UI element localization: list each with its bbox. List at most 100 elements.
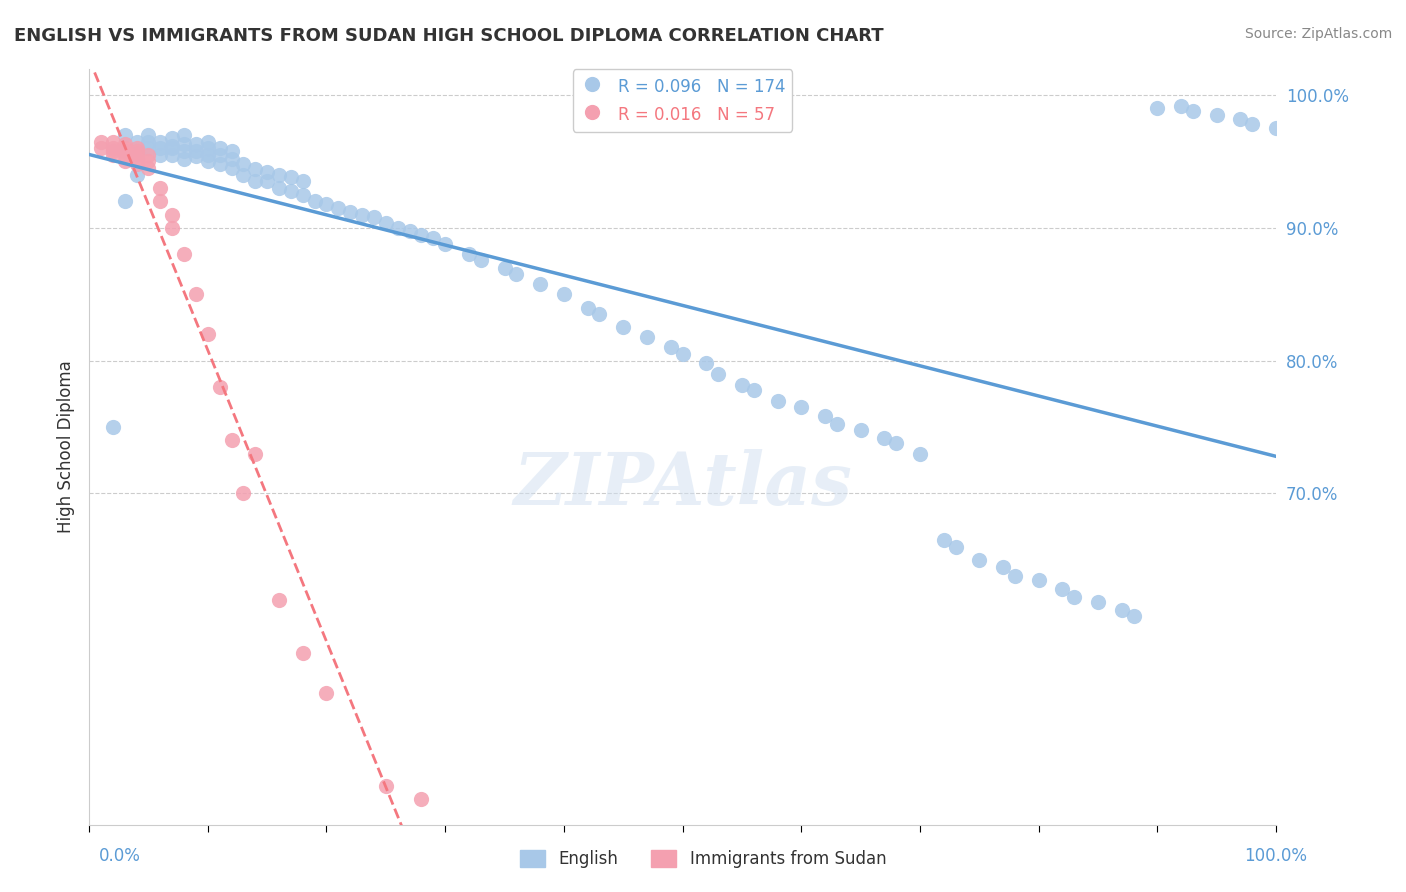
Point xyxy=(267,181,290,195)
Point xyxy=(256,174,278,188)
Point xyxy=(245,162,267,177)
Point xyxy=(125,146,148,161)
Point xyxy=(173,128,195,142)
Point xyxy=(256,165,278,179)
Point xyxy=(221,434,243,448)
Point xyxy=(208,157,231,171)
Point xyxy=(184,287,207,301)
Point xyxy=(328,201,350,215)
Point xyxy=(114,144,136,158)
Point xyxy=(695,356,717,370)
Point xyxy=(208,148,231,162)
Point xyxy=(945,540,967,554)
Point xyxy=(173,137,195,152)
Point xyxy=(291,646,314,660)
Point xyxy=(1052,582,1074,596)
Point xyxy=(125,144,148,158)
Point xyxy=(160,130,183,145)
Point xyxy=(374,779,396,793)
Point xyxy=(1028,573,1050,587)
Point xyxy=(160,141,183,155)
Point xyxy=(149,135,172,149)
Point xyxy=(969,553,991,567)
Point xyxy=(208,141,231,155)
Point xyxy=(1146,101,1168,115)
Point xyxy=(208,380,231,394)
Point xyxy=(363,211,385,225)
Legend: English, Immigrants from Sudan: English, Immigrants from Sudan xyxy=(513,843,893,875)
Point xyxy=(173,144,195,158)
Point xyxy=(197,141,219,155)
Point xyxy=(825,417,848,432)
Text: ZIPAtlas: ZIPAtlas xyxy=(513,450,852,520)
Point xyxy=(398,223,420,237)
Point xyxy=(470,252,492,267)
Point xyxy=(173,152,195,166)
Point xyxy=(1111,603,1133,617)
Legend: R = 0.096   N = 174, R = 0.016   N = 57: R = 0.096 N = 174, R = 0.016 N = 57 xyxy=(574,70,792,132)
Point xyxy=(221,144,243,158)
Point xyxy=(125,141,148,155)
Point xyxy=(291,187,314,202)
Point xyxy=(1087,595,1109,609)
Point xyxy=(612,320,634,334)
Point xyxy=(814,409,837,424)
Point xyxy=(849,423,872,437)
Point xyxy=(160,220,183,235)
Point xyxy=(90,135,112,149)
Text: 0.0%: 0.0% xyxy=(98,847,141,865)
Point xyxy=(125,135,148,149)
Point xyxy=(411,792,433,806)
Point xyxy=(908,447,931,461)
Point xyxy=(197,148,219,162)
Point xyxy=(114,128,136,142)
Text: ENGLISH VS IMMIGRANTS FROM SUDAN HIGH SCHOOL DIPLOMA CORRELATION CHART: ENGLISH VS IMMIGRANTS FROM SUDAN HIGH SC… xyxy=(14,27,884,45)
Point xyxy=(138,135,160,149)
Point xyxy=(245,447,267,461)
Point xyxy=(1265,121,1288,136)
Point xyxy=(173,247,195,261)
Point xyxy=(125,152,148,166)
Point xyxy=(707,367,730,381)
Point xyxy=(742,383,765,397)
Point xyxy=(245,174,267,188)
Point xyxy=(125,168,148,182)
Point xyxy=(529,277,551,291)
Point xyxy=(280,170,302,185)
Point xyxy=(221,161,243,175)
Point xyxy=(197,327,219,342)
Point xyxy=(101,144,124,158)
Point xyxy=(588,307,610,321)
Point xyxy=(884,436,907,450)
Point xyxy=(197,154,219,169)
Point xyxy=(125,157,148,171)
Point xyxy=(991,559,1014,574)
Point xyxy=(790,400,813,414)
Point xyxy=(114,137,136,152)
Point xyxy=(671,347,693,361)
Point xyxy=(291,174,314,188)
Point xyxy=(932,533,955,547)
Point xyxy=(232,486,254,500)
Point xyxy=(184,137,207,152)
Point xyxy=(766,393,789,408)
Point xyxy=(149,194,172,209)
Point xyxy=(160,208,183,222)
Point xyxy=(138,154,160,169)
Point xyxy=(221,152,243,166)
Point xyxy=(138,128,160,142)
Point xyxy=(114,141,136,155)
Point xyxy=(1205,108,1227,122)
Point xyxy=(374,216,396,230)
Point xyxy=(1004,569,1026,583)
Point xyxy=(138,141,160,155)
Point xyxy=(101,135,124,149)
Point xyxy=(636,330,658,344)
Point xyxy=(149,148,172,162)
Text: Source: ZipAtlas.com: Source: ZipAtlas.com xyxy=(1244,27,1392,41)
Point xyxy=(232,157,254,171)
Point xyxy=(576,301,599,315)
Point xyxy=(494,260,516,275)
Point xyxy=(138,161,160,175)
Point xyxy=(1122,608,1144,623)
